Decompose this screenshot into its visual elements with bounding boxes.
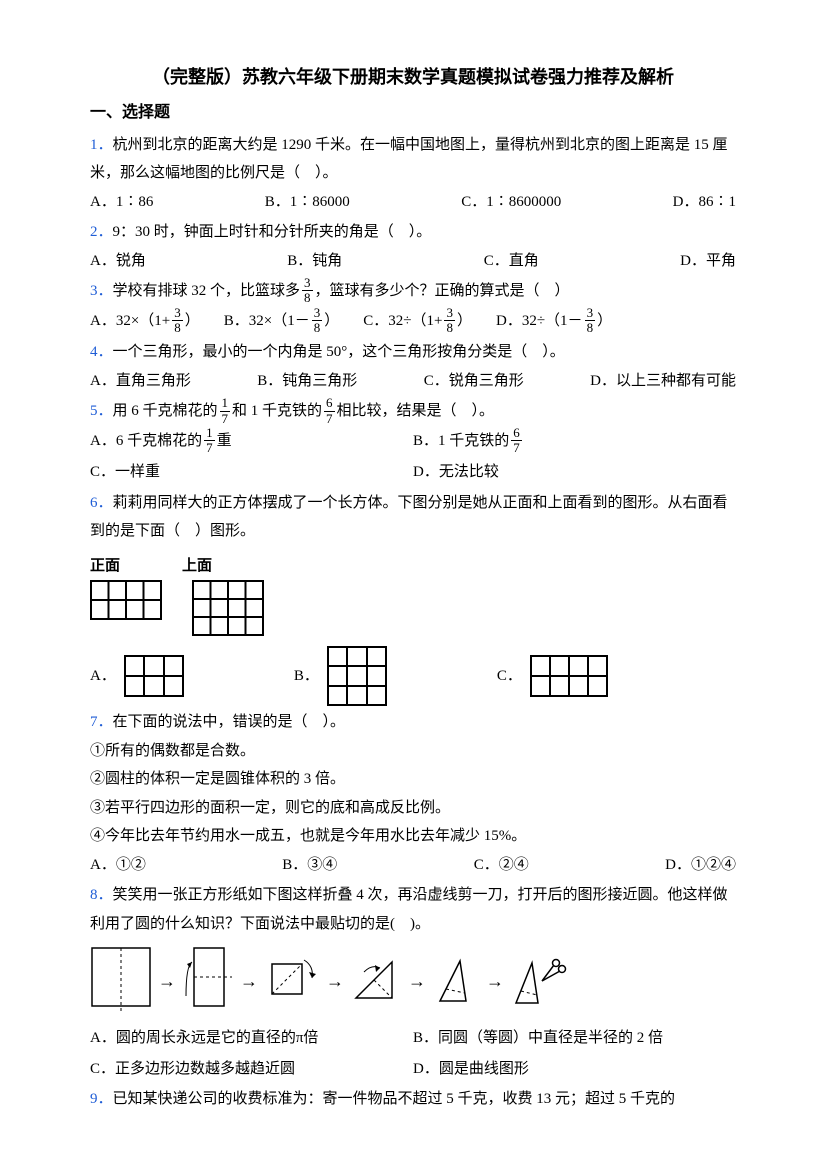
page-title: （完整版）苏教六年级下册期末数学真题模拟试卷强力推荐及解析 [90, 60, 736, 94]
q7-optC: C．②④ [474, 851, 529, 880]
q4-text: 一个三角形，最小的一个内角是 50°，这个三角形按角分类是（ ）。 [113, 344, 565, 360]
arrow-icon: → [158, 964, 176, 998]
q5-optC: C．一样重 [90, 458, 413, 487]
q4-optA: A．直角三角形 [90, 367, 191, 396]
q3-options: A．32×（1+38） B．32×（1－38） C．32÷（1+38） D．32… [90, 307, 736, 337]
question-6: 6．莉莉用同样大的正方体摆成了一个长方体。下图分别是她从正面和上面看到的图形。从… [90, 489, 736, 707]
qnum-1: 1． [90, 137, 113, 153]
fold-step6-scissors [510, 953, 568, 1009]
qnum-4: 4． [90, 344, 113, 360]
q8-optD: D．圆是曲线图形 [413, 1055, 736, 1084]
q6-view-labels: 正面 上面 [90, 552, 736, 581]
q3-optA: A．32×（1+38） [90, 307, 200, 337]
q1-text: 杭州到北京的距离大约是 1290 千米。在一幅中国地图上，量得杭州到北京的图上距… [90, 137, 728, 182]
q5-options: A．6 千克棉花的17重 B．1 千克铁的67 C．一样重 D．无法比较 [90, 427, 736, 487]
q2-optD: D．平角 [680, 247, 736, 276]
q8-optC: C．正多边形边数越多越趋近圆 [90, 1055, 413, 1084]
q5-optB: B．1 千克铁的67 [413, 427, 736, 457]
q6-optC: C． [497, 655, 608, 697]
fold-step2 [182, 946, 234, 1016]
q8-fold-diagram: → → → → → [90, 946, 736, 1016]
q1-options: A．1∶86 B．1∶86000 C．1∶8600000 D．86∶1 [90, 188, 736, 217]
q7-optA: A．①② [90, 851, 146, 880]
q7-optD: D．①②④ [665, 851, 736, 880]
q2-optC: C．直角 [484, 247, 539, 276]
qnum-9: 9． [90, 1091, 113, 1107]
section-header: 一、选择题 [90, 98, 736, 128]
fold-step1 [90, 946, 152, 1016]
q5-optA: A．6 千克棉花的17重 [90, 427, 413, 457]
q6-optA: A． [90, 655, 184, 697]
q1-optB: B．1∶86000 [265, 188, 350, 217]
q6-given-grids [90, 580, 736, 636]
q2-optB: B．钝角 [287, 247, 342, 276]
q3-optB: B．32×（1－38） [224, 307, 339, 337]
q8-options: A．圆的周长永远是它的直径的π倍 B．同圆（等圆）中直径是半径的 2 倍 C．正… [90, 1024, 736, 1083]
q2-optA: A．锐角 [90, 247, 146, 276]
arrow-icon: → [486, 964, 504, 998]
question-1: 1．杭州到北京的距离大约是 1290 千米。在一幅中国地图上，量得杭州到北京的图… [90, 131, 736, 217]
q7-s1: ①所有的偶数都是合数。 [90, 737, 736, 766]
grid-top-4x3 [192, 580, 264, 636]
q2-text: 9：30 时，钟面上时针和分针所夹的角是（ ）。 [113, 224, 432, 240]
question-4: 4．一个三角形，最小的一个内角是 50°，这个三角形按角分类是（ ）。 A．直角… [90, 338, 736, 395]
q7-optB: B．③④ [282, 851, 337, 880]
q7-s2: ②圆柱的体积一定是圆锥体积的 3 倍。 [90, 765, 736, 794]
question-8: 8．笑笑用一张正方形纸如下图这样折叠 4 次，再沿虚线剪一刀，打开后的图形接近圆… [90, 881, 736, 1083]
q4-optB: B．钝角三角形 [257, 367, 357, 396]
q4-optC: C．锐角三角形 [424, 367, 524, 396]
q1-optA: A．1∶86 [90, 188, 153, 217]
q8-optB: B．同圆（等圆）中直径是半径的 2 倍 [413, 1024, 736, 1053]
q3-optD: D．32÷（1－38） [496, 307, 612, 337]
label-top: 上面 [182, 552, 212, 581]
qnum-3: 3． [90, 283, 113, 299]
arrow-icon: → [326, 964, 344, 998]
question-7: 7．在下面的说法中，错误的是（ ）。 ①所有的偶数都是合数。 ②圆柱的体积一定是… [90, 708, 736, 879]
grid-front-4x2 [90, 580, 162, 620]
q3-frac: 38 [302, 276, 313, 306]
qnum-5: 5． [90, 404, 113, 420]
question-5: 5．用 6 千克棉花的17和 1 千克铁的67相比较，结果是（ ）。 A．6 千… [90, 397, 736, 487]
fold-step3 [264, 956, 320, 1006]
fold-step5 [432, 955, 480, 1007]
q6-options: A． B． C． [90, 646, 736, 706]
q3-text-before: 学校有排球 32 个，比篮球多 [113, 283, 301, 299]
q5-optD: D．无法比较 [413, 458, 736, 487]
question-9: 9．已知某快递公司的收费标准为：寄一件物品不超过 5 千克，收费 13 元；超过… [90, 1085, 736, 1114]
q2-options: A．锐角 B．钝角 C．直角 D．平角 [90, 247, 736, 276]
q6-optB: B． [294, 646, 387, 706]
q8-text: 笑笑用一张正方形纸如下图这样折叠 4 次，再沿虚线剪一刀，打开后的图形接近圆。他… [90, 887, 728, 932]
qnum-2: 2． [90, 224, 113, 240]
q7-s4: ④今年比去年节约用水一成五，也就是今年用水比去年减少 15%。 [90, 822, 736, 851]
label-front: 正面 [90, 552, 120, 581]
q8-optA: A．圆的周长永远是它的直径的π倍 [90, 1024, 413, 1053]
arrow-icon: → [240, 964, 258, 998]
question-2: 2．9：30 时，钟面上时针和分针所夹的角是（ ）。 A．锐角 B．钝角 C．直… [90, 218, 736, 275]
q3-optC: C．32÷（1+38） [363, 307, 472, 337]
q7-options: A．①② B．③④ C．②④ D．①②④ [90, 851, 736, 880]
qnum-7: 7． [90, 714, 113, 730]
q3-text-after: ，篮球有多少个？正确的算式是（ ） [315, 283, 570, 299]
arrow-icon: → [408, 964, 426, 998]
question-3: 3．学校有排球 32 个，比篮球多38，篮球有多少个？正确的算式是（ ） A．3… [90, 277, 736, 336]
q9-text: 已知某快递公司的收费标准为：寄一件物品不超过 5 千克，收费 13 元；超过 5… [113, 1091, 676, 1107]
q1-optD: D．86∶1 [673, 188, 736, 217]
qnum-8: 8． [90, 887, 113, 903]
q4-optD: D．以上三种都有可能 [590, 367, 736, 396]
qnum-6: 6． [90, 495, 113, 511]
fold-step4 [350, 956, 402, 1006]
q4-options: A．直角三角形 B．钝角三角形 C．锐角三角形 D．以上三种都有可能 [90, 367, 736, 396]
q1-optC: C．1∶8600000 [461, 188, 561, 217]
q6-text: 莉莉用同样大的正方体摆成了一个长方体。下图分别是她从正面和上面看到的图形。从右面… [90, 495, 728, 540]
q7-s3: ③若平行四边形的面积一定，则它的底和高成反比例。 [90, 794, 736, 823]
q7-text: 在下面的说法中，错误的是（ ）。 [113, 714, 346, 730]
